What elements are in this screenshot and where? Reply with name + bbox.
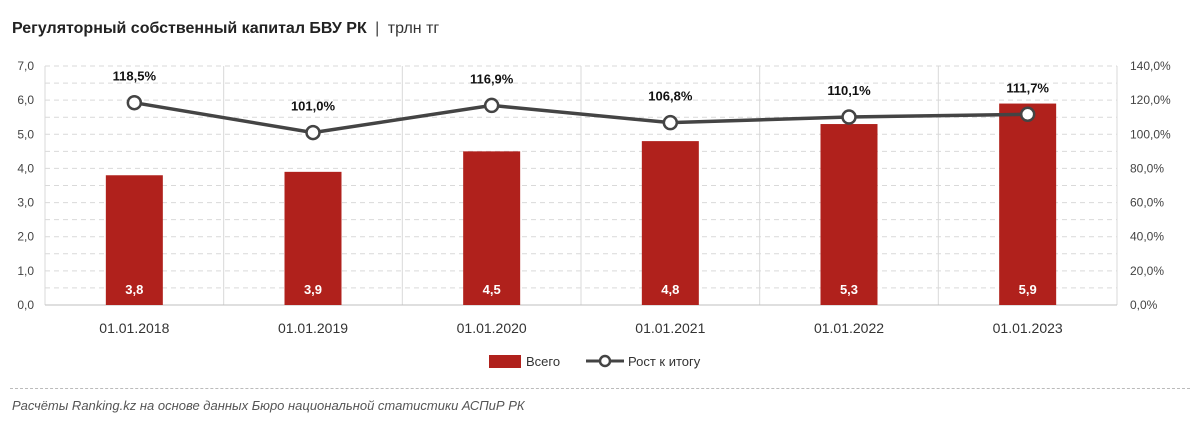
bar-value-label: 3,9 [304, 282, 322, 297]
growth-data-label: 111,7% [1006, 80, 1049, 95]
y-right-tick-label: 120,0% [1130, 93, 1171, 107]
y-left-tick-label: 2,0 [17, 230, 34, 244]
growth-data-label: 110,1% [827, 83, 871, 98]
bar-value-label: 5,9 [1019, 282, 1037, 297]
bar [284, 171, 342, 305]
growth-marker [483, 97, 500, 114]
growth-data-label: 101,0% [291, 99, 336, 114]
y-right-tick-label: 60,0% [1130, 196, 1164, 210]
y-left-tick-label: 5,0 [17, 127, 34, 141]
bar-value-label: 4,8 [661, 282, 679, 297]
growth-marker [126, 94, 143, 111]
growth-marker [1019, 106, 1036, 123]
y-right-tick-label: 20,0% [1130, 264, 1164, 278]
x-tick-label: 01.01.2022 [814, 320, 884, 336]
x-tick-label: 01.01.2019 [278, 320, 348, 336]
chart-title-unit: трлн тг [387, 20, 440, 37]
bar [820, 124, 878, 306]
y-right-tick-label: 0,0% [1130, 298, 1158, 312]
bar [999, 103, 1057, 305]
bar-value-label: 3,8 [125, 282, 143, 297]
footer-divider [10, 388, 1190, 389]
bar-value-label: 5,3 [840, 282, 858, 297]
chart-title-main: Регуляторный собственный капитал БВУ РК [12, 20, 367, 37]
legend-bar-label: Всего [526, 354, 560, 369]
chart-title: Регуляторный собственный капитал БВУ РК … [12, 20, 439, 38]
growth-line [134, 100, 1028, 135]
x-tick-label: 01.01.2018 [99, 320, 169, 336]
bar [105, 175, 163, 305]
y-right-tick-label: 140,0% [1130, 59, 1171, 73]
x-tick-label: 01.01.2023 [993, 320, 1063, 336]
growth-data-label: 116,9% [470, 71, 514, 86]
y-left-tick-label: 1,0 [17, 264, 34, 278]
y-left-tick-label: 7,0 [17, 59, 34, 73]
y-right-tick-label: 40,0% [1130, 230, 1164, 244]
y-left-tick-label: 6,0 [17, 93, 34, 107]
y-left-tick-label: 3,0 [17, 196, 34, 210]
legend-line-label: Рост к итогу [628, 354, 701, 369]
y-left-tick-label: 0,0 [17, 298, 34, 312]
growth-data-label: 118,5% [113, 69, 157, 84]
y-right-tick-label: 80,0% [1130, 161, 1164, 175]
bar [463, 151, 521, 305]
x-tick-label: 01.01.2021 [635, 320, 705, 336]
legend-line-marker [598, 354, 612, 368]
growth-marker [662, 114, 679, 131]
source-note: Расчёты Ranking.kz на основе данных Бюро… [12, 398, 525, 413]
legend-bar-swatch [489, 355, 521, 368]
growth-marker [841, 109, 857, 125]
title-separator: | [375, 20, 380, 37]
bar [641, 141, 699, 305]
y-left-tick-label: 4,0 [17, 161, 34, 175]
chart-canvas: 0,0 1,0 2,0 3,0 4,0 5,0 6,0 7,0 0,0% 20,0% 40,0% 60… [17, 59, 1171, 369]
growth-marker [305, 124, 321, 141]
growth-data-label: 106,8% [648, 89, 693, 104]
y-right-tick-label: 100,0% [1130, 127, 1171, 141]
bar-value-label: 4,5 [483, 282, 501, 297]
x-tick-label: 01.01.2020 [457, 320, 527, 336]
